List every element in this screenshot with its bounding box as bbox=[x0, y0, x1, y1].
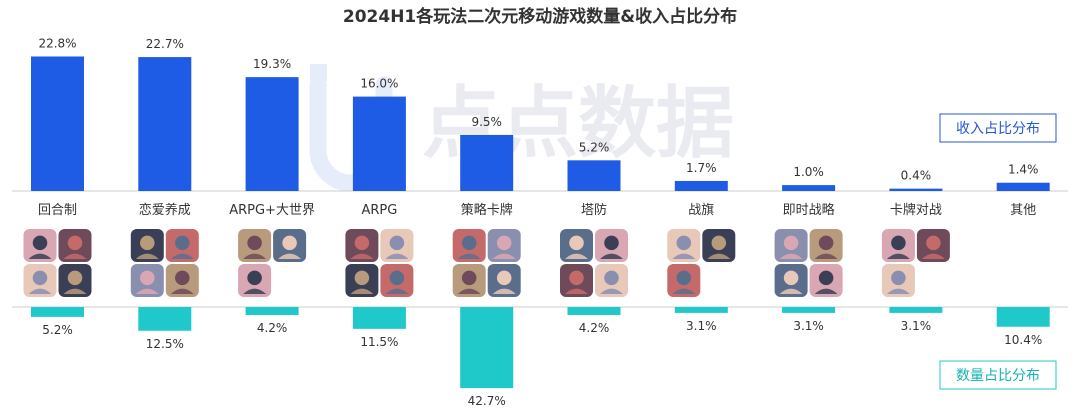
revenue-bar bbox=[996, 182, 1050, 191]
count-bar bbox=[31, 307, 84, 317]
count-value-label: 3.1% bbox=[901, 319, 932, 333]
game-app-icon bbox=[345, 229, 379, 262]
count-value-label: 4.2% bbox=[579, 321, 610, 335]
game-app-icon bbox=[130, 229, 164, 262]
count-value-label: 4.2% bbox=[257, 321, 288, 335]
game-app-icon bbox=[667, 264, 701, 297]
count-value-label: 5.2% bbox=[42, 323, 73, 337]
count-bar bbox=[782, 307, 836, 313]
revenue-value-label: 5.2% bbox=[579, 140, 610, 154]
game-app-icon bbox=[560, 264, 593, 297]
category-label: 策略卡牌 bbox=[461, 202, 513, 218]
revenue-value-label: 0.4% bbox=[901, 169, 932, 183]
game-app-icon bbox=[487, 229, 521, 262]
game-app-icon bbox=[595, 229, 628, 262]
legend-count-label: 数量占比分布 bbox=[956, 368, 1040, 384]
revenue-bar bbox=[674, 180, 728, 191]
game-app-icon bbox=[809, 229, 843, 262]
revenue-bar bbox=[782, 185, 836, 191]
game-app-icon bbox=[58, 229, 92, 262]
category-label: 战旗 bbox=[688, 202, 714, 218]
game-app-icon bbox=[273, 229, 307, 262]
game-app-icon bbox=[238, 229, 272, 262]
game-app-icon bbox=[238, 264, 272, 297]
revenue-value-label: 9.5% bbox=[471, 115, 502, 129]
game-app-icon bbox=[881, 229, 915, 262]
count-bar bbox=[889, 307, 943, 313]
revenue-value-label: 1.0% bbox=[793, 165, 824, 179]
game-app-icon bbox=[58, 264, 92, 297]
game-app-icon bbox=[560, 229, 593, 262]
revenue-value-label: 22.7% bbox=[146, 37, 184, 51]
count-value-label: 3.1% bbox=[686, 319, 717, 333]
game-app-icon bbox=[916, 229, 950, 262]
count-bar bbox=[674, 307, 728, 313]
revenue-bar bbox=[245, 77, 299, 191]
game-app-icon bbox=[130, 264, 164, 297]
game-app-icon bbox=[881, 264, 915, 297]
game-app-icon bbox=[452, 264, 486, 297]
count-value-label: 12.5% bbox=[146, 337, 184, 351]
legend-count-box bbox=[939, 360, 1057, 390]
chart-title: 2024H1各玩法二次元移动游戏数量&收入占比分布 bbox=[343, 6, 737, 27]
count-value-label: 11.5% bbox=[360, 335, 398, 349]
count-bar bbox=[352, 307, 406, 329]
game-app-icon bbox=[23, 264, 57, 297]
category-label: 回合制 bbox=[38, 203, 77, 218]
legend-revenue: 收入占比分布 bbox=[939, 113, 1057, 143]
revenue-bar bbox=[31, 56, 84, 192]
game-app-icon bbox=[595, 264, 628, 297]
category-label: 恋爱养成 bbox=[139, 202, 191, 218]
game-app-icon bbox=[380, 264, 414, 297]
revenue-bar bbox=[889, 188, 943, 191]
game-app-icon bbox=[165, 264, 199, 297]
game-app-icon bbox=[774, 264, 808, 297]
revenue-bar bbox=[352, 96, 406, 191]
category-label: 塔防 bbox=[581, 202, 607, 218]
count-bar bbox=[567, 307, 621, 315]
category-label: ARPG+大世界 bbox=[229, 203, 315, 218]
legend-count: 数量占比分布 bbox=[939, 360, 1057, 390]
game-app-icon bbox=[380, 229, 414, 262]
game-app-icon bbox=[774, 229, 808, 262]
revenue-bar bbox=[567, 160, 621, 191]
count-value-label: 3.1% bbox=[793, 319, 824, 333]
category-label: 其他 bbox=[1010, 203, 1036, 218]
revenue-value-label: 22.8% bbox=[38, 36, 76, 50]
count-bar bbox=[996, 307, 1050, 327]
revenue-bar bbox=[138, 57, 192, 191]
category-label: 卡牌对战 bbox=[890, 202, 942, 218]
game-app-icon bbox=[452, 229, 486, 262]
count-value-label: 42.7% bbox=[468, 394, 506, 408]
game-app-icon bbox=[23, 229, 57, 262]
game-app-icon bbox=[702, 229, 736, 262]
count-value-label: 10.4% bbox=[1004, 333, 1042, 347]
legend-revenue-label: 收入占比分布 bbox=[956, 121, 1040, 137]
revenue-value-label: 1.4% bbox=[1008, 163, 1039, 177]
count-bar bbox=[138, 307, 192, 331]
category-label: 即时战略 bbox=[783, 202, 835, 218]
count-bar bbox=[460, 307, 514, 389]
revenue-value-label: 1.7% bbox=[686, 161, 717, 175]
category-label: ARPG bbox=[361, 203, 397, 218]
revenue-bar bbox=[460, 134, 514, 191]
legend-revenue-box bbox=[939, 113, 1057, 143]
game-app-icon bbox=[809, 264, 843, 297]
revenue-value-label: 19.3% bbox=[253, 57, 291, 71]
count-bar bbox=[245, 307, 299, 315]
game-app-icon bbox=[165, 229, 199, 262]
game-app-icon bbox=[487, 264, 521, 297]
game-app-icon bbox=[667, 229, 701, 262]
revenue-value-label: 16.0% bbox=[360, 77, 398, 91]
game-app-icon bbox=[345, 264, 379, 297]
